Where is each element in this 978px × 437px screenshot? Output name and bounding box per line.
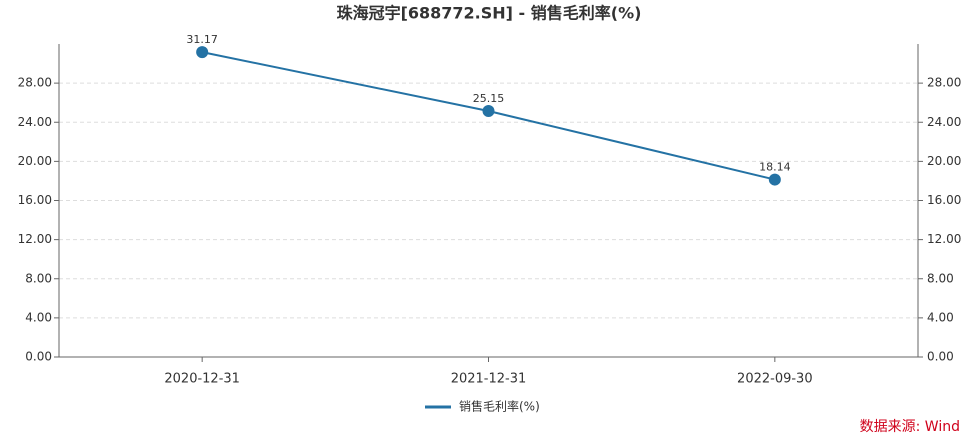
y2-tick-label: 8.00: [927, 271, 954, 285]
y-tick-label: 24.00: [18, 115, 52, 129]
data-point: [768, 173, 781, 186]
y-tick-label: 12.00: [18, 232, 52, 246]
data-point: [482, 105, 495, 118]
data-point: [196, 46, 209, 59]
y-tick-label: 28.00: [18, 76, 52, 90]
legend-label: 销售毛利率(%): [459, 399, 540, 414]
y-tick-label: 0.00: [25, 350, 52, 364]
y2-tick-label: 16.00: [927, 193, 961, 207]
y-tick-label: 20.00: [18, 154, 52, 168]
y2-tick-label: 20.00: [927, 154, 961, 168]
y2-tick-label: 0.00: [927, 350, 954, 364]
source-note: 数据来源: Wind: [860, 419, 960, 435]
y2-tick-label: 24.00: [927, 115, 961, 129]
data-label: 31.17: [186, 33, 218, 46]
y-tick-label: 4.00: [25, 310, 52, 324]
x-tick-label: 2022-09-30: [737, 372, 813, 387]
x-tick-label: 2020-12-31: [164, 372, 240, 387]
y-tick-label: 8.00: [25, 271, 52, 285]
y2-tick-label: 28.00: [927, 76, 961, 90]
x-tick-label: 2021-12-31: [451, 372, 527, 387]
y-tick-label: 16.00: [18, 193, 52, 207]
chart-title: 珠海冠宇[688772.SH] - 销售毛利率(%): [337, 4, 642, 23]
data-label: 25.15: [473, 92, 505, 105]
data-label: 18.14: [759, 161, 791, 174]
y2-tick-label: 4.00: [927, 310, 954, 324]
y2-tick-label: 12.00: [927, 232, 961, 246]
